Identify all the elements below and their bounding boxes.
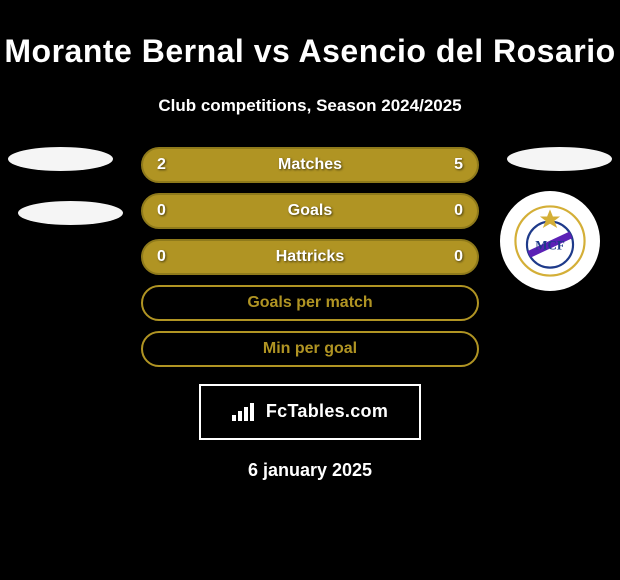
club-right-badge: MCF xyxy=(500,191,600,291)
brand-text: FcTables.com xyxy=(266,401,388,422)
stat-row: Goals per match xyxy=(0,280,620,326)
stat-pill: Goals per match xyxy=(141,285,479,321)
stat-pill: 0Hattricks0 xyxy=(141,239,479,275)
stat-value-right: 0 xyxy=(433,248,463,266)
stat-label: Hattricks xyxy=(187,248,433,266)
bar-chart-icon xyxy=(232,401,258,423)
stat-value-right: 5 xyxy=(433,156,463,174)
comparison-card: Morante Bernal vs Asencio del Rosario Cl… xyxy=(0,21,620,580)
stat-label: Goals xyxy=(187,202,433,220)
svg-text:MCF: MCF xyxy=(535,238,565,253)
stat-pill: 2Matches5 xyxy=(141,147,479,183)
stat-label: Goals per match xyxy=(187,294,433,312)
subtitle: Club competitions, Season 2024/2025 xyxy=(0,96,620,116)
stat-value-right: 0 xyxy=(433,202,463,220)
stat-label: Matches xyxy=(187,156,433,174)
stat-value-left: 0 xyxy=(157,248,187,266)
page-title: Morante Bernal vs Asencio del Rosario xyxy=(0,21,620,74)
real-madrid-crest-icon: MCF xyxy=(514,205,586,277)
fctables-brand[interactable]: FcTables.com xyxy=(199,384,421,440)
date-label: 6 january 2025 xyxy=(0,460,620,481)
stat-value-left: 2 xyxy=(157,156,187,174)
stat-row: Min per goal xyxy=(0,326,620,372)
stat-value-left: 0 xyxy=(157,202,187,220)
stat-pill: 0Goals0 xyxy=(141,193,479,229)
stat-pill: Min per goal xyxy=(141,331,479,367)
stat-label: Min per goal xyxy=(187,340,433,358)
